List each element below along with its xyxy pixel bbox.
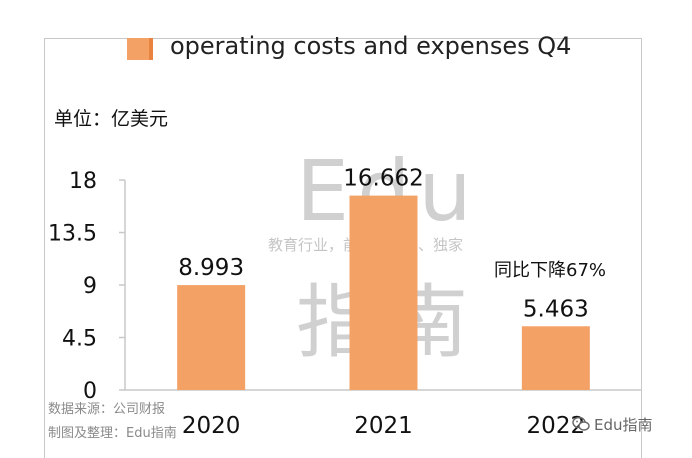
x-category-label: 2021	[354, 413, 413, 439]
legend-swatch	[127, 38, 153, 60]
unit-label: 单位：亿美元	[54, 108, 169, 130]
bar-value-label: 16.662	[343, 166, 423, 192]
wechat-badge: Edu指南	[572, 414, 653, 435]
legend-label: operating costs and expenses Q4	[170, 32, 572, 60]
bar	[177, 285, 246, 390]
chart-frame	[44, 38, 642, 458]
source-line-1: 数据来源：公司财报	[48, 402, 166, 417]
source-line-2: 制图及整理：Edu指南	[48, 426, 177, 441]
y-tick-label: 0	[83, 379, 97, 404]
yoy-annotation: 同比下降67%	[494, 260, 607, 281]
y-tick-label: 13.5	[48, 222, 97, 247]
bar-value-label: 5.463	[523, 296, 589, 322]
bar	[521, 326, 590, 390]
wechat-icon	[572, 416, 590, 431]
y-tick-label: 18	[69, 169, 97, 194]
x-category-label: 2020	[182, 413, 241, 439]
wechat-badge-text: Edu指南	[594, 416, 653, 434]
bar	[349, 195, 418, 390]
y-tick-label: 9	[83, 274, 97, 299]
bar-value-label: 8.993	[178, 255, 244, 281]
y-tick-label: 4.5	[62, 327, 97, 352]
